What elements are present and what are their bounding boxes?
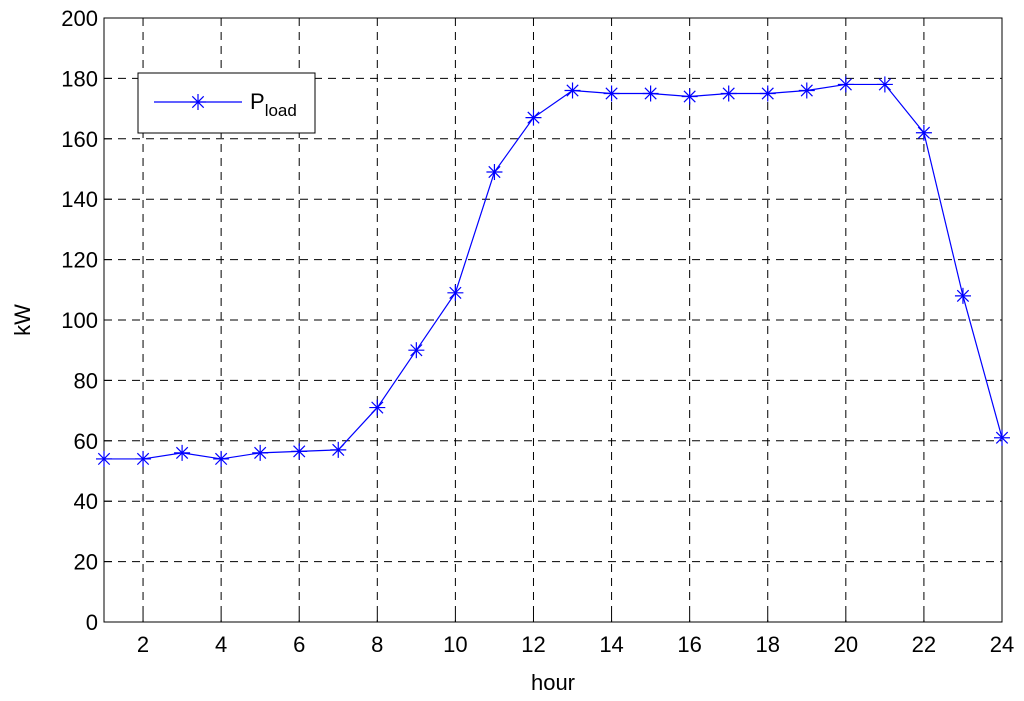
x-tick-label: 22 (912, 632, 936, 657)
marker-stroke (605, 87, 618, 100)
marker-stroke (215, 452, 228, 466)
marker-stroke (956, 289, 970, 302)
y-tick-label: 60 (74, 429, 98, 454)
data-point (876, 76, 893, 93)
data-point (174, 444, 191, 461)
y-tick-label: 40 (74, 489, 98, 514)
data-point (759, 85, 776, 102)
marker-stroke (191, 95, 205, 109)
data-point (915, 124, 932, 141)
data-point (369, 399, 386, 416)
data-point (525, 109, 542, 126)
marker-stroke (722, 87, 735, 100)
data-point (603, 85, 620, 102)
marker-stroke (488, 165, 501, 179)
marker-stroke (449, 286, 462, 299)
marker-stroke (995, 431, 1009, 444)
data-point (213, 450, 230, 467)
x-tick-label: 4 (215, 632, 227, 657)
data-point (447, 284, 464, 301)
data-point (486, 164, 503, 181)
legend-label: Pload (250, 89, 297, 120)
data-point (564, 82, 581, 99)
marker-stroke (136, 452, 150, 466)
y-tick-label: 160 (61, 127, 98, 152)
marker-stroke (644, 87, 657, 100)
y-tick-label: 0 (86, 610, 98, 635)
data-point (681, 88, 698, 105)
data-point (291, 443, 308, 460)
data-point (135, 450, 152, 467)
data-point (720, 85, 737, 102)
marker-stroke (410, 344, 423, 357)
x-tick-label: 2 (137, 632, 149, 657)
legend-box (137, 72, 316, 134)
marker-stroke (97, 452, 111, 466)
x-tick-label: 18 (755, 632, 779, 657)
x-tick-label: 8 (371, 632, 383, 657)
marker-stroke (917, 126, 931, 139)
x-tick-label: 10 (443, 632, 467, 657)
x-tick-label: 20 (834, 632, 858, 657)
data-point (408, 342, 425, 359)
marker-stroke (175, 446, 189, 460)
x-tick-label: 24 (990, 632, 1014, 657)
marker-stroke (293, 445, 306, 458)
plot-frame (103, 17, 1003, 623)
marker-stroke (761, 87, 774, 100)
x-tick-label: 14 (599, 632, 623, 657)
marker-stroke (332, 443, 345, 456)
y-tick-label: 140 (61, 187, 98, 212)
legend-label-main: P (250, 89, 265, 114)
legend-label-sub: load (265, 101, 297, 120)
marker-stroke (878, 78, 891, 91)
marker-stroke (566, 84, 579, 97)
x-axis-label: hour (531, 670, 575, 695)
data-point (642, 85, 659, 102)
data-point (330, 441, 347, 458)
y-axis-label: kW (10, 304, 35, 336)
marker-stroke (839, 78, 852, 91)
y-tick-label: 100 (61, 308, 98, 333)
y-tick-label: 200 (61, 6, 98, 31)
data-point (252, 444, 269, 461)
x-tick-label: 16 (677, 632, 701, 657)
y-tick-label: 20 (74, 550, 98, 575)
y-tick-label: 120 (61, 248, 98, 273)
x-tick-label: 6 (293, 632, 305, 657)
legend-marker (190, 94, 206, 110)
marker-stroke (527, 111, 540, 124)
y-tick-label: 180 (61, 66, 98, 91)
y-tick-label: 80 (74, 368, 98, 393)
data-point (798, 82, 815, 99)
marker-stroke (254, 446, 267, 460)
data-point (954, 287, 971, 304)
marker-stroke (683, 90, 696, 103)
data-point (837, 76, 854, 93)
marker-stroke (371, 401, 384, 414)
x-tick-label: 12 (521, 632, 545, 657)
marker-stroke (800, 84, 813, 97)
data-point (994, 429, 1010, 446)
data-point (96, 450, 112, 467)
